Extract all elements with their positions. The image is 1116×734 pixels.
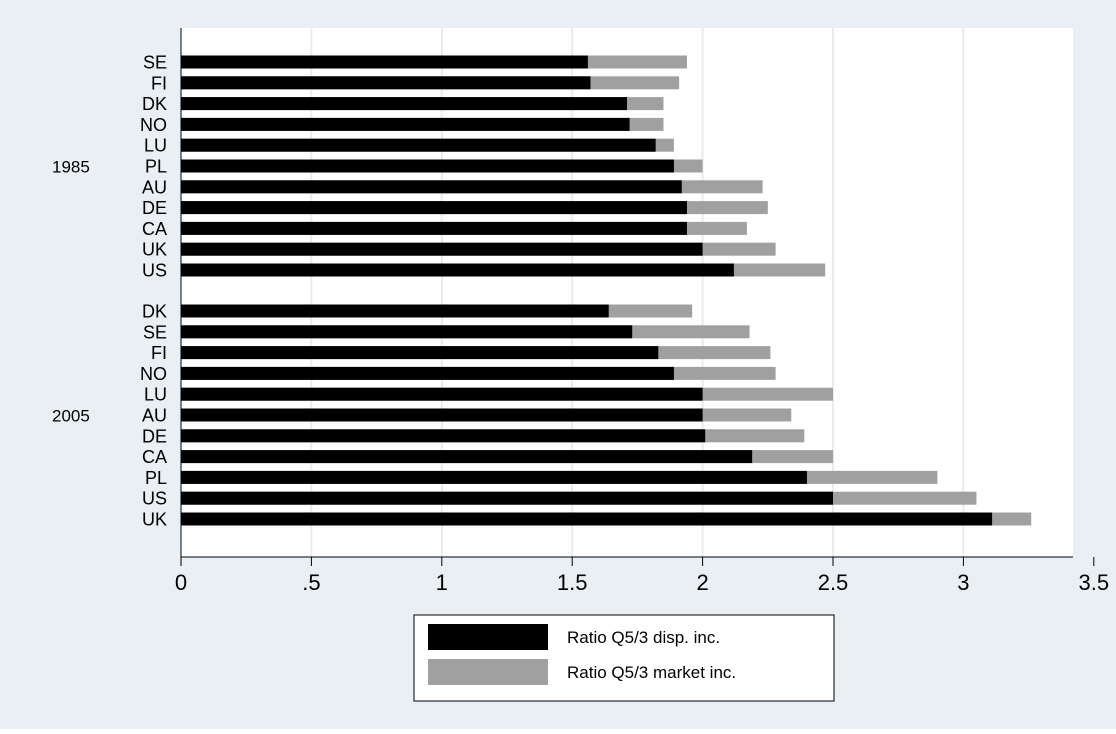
category-label: FI xyxy=(151,343,167,363)
bar-disp-2005-AU xyxy=(181,408,703,422)
legend-swatch-disp xyxy=(428,624,548,650)
category-label: SE xyxy=(143,322,167,342)
bar-disp-1985-DE xyxy=(181,201,687,215)
legend-swatch-market xyxy=(428,659,548,685)
group-label: 2005 xyxy=(52,407,90,426)
bar-disp-2005-LU xyxy=(181,387,703,401)
category-label: NO xyxy=(140,115,167,135)
category-label: AU xyxy=(142,406,167,426)
category-label: FI xyxy=(151,73,167,93)
bar-disp-1985-FI xyxy=(181,76,591,90)
group-label: 1985 xyxy=(52,158,90,177)
bar-disp-2005-DE xyxy=(181,429,706,443)
bar-disp-2005-UK xyxy=(181,512,993,526)
bar-disp-1985-NO xyxy=(181,117,630,131)
bar-disp-2005-DK xyxy=(181,304,609,318)
category-label: LU xyxy=(144,136,167,156)
category-label: LU xyxy=(144,385,167,405)
x-tick-label: 3.5 xyxy=(1079,570,1110,595)
bar-disp-2005-CA xyxy=(181,450,753,464)
x-tick-label: 3 xyxy=(957,570,969,595)
category-label: UK xyxy=(142,510,167,530)
bar-disp-2005-NO xyxy=(181,366,674,380)
bar-disp-2005-PL xyxy=(181,470,807,484)
bar-disp-2005-FI xyxy=(181,346,659,360)
bar-disp-1985-PL xyxy=(181,159,674,173)
category-label: NO xyxy=(140,364,167,384)
bar-disp-1985-UK xyxy=(181,242,703,256)
bar-disp-1985-AU xyxy=(181,180,682,194)
bar-disp-2005-SE xyxy=(181,325,633,339)
category-label: DE xyxy=(142,198,167,218)
bar-disp-1985-DK xyxy=(181,97,627,111)
plot-background xyxy=(181,28,1073,557)
legend-label: Ratio Q5/3 market inc. xyxy=(567,663,736,682)
x-tick-label: .5 xyxy=(302,570,320,595)
x-tick-label: 1 xyxy=(436,570,448,595)
category-label: CA xyxy=(142,219,167,239)
x-tick-label: 1.5 xyxy=(557,570,588,595)
bar-disp-1985-LU xyxy=(181,138,656,152)
category-label: US xyxy=(142,489,167,509)
x-tick-label: 0 xyxy=(175,570,187,595)
category-label: CA xyxy=(142,447,167,467)
category-label: UK xyxy=(142,240,167,260)
x-tick-label: 2.5 xyxy=(818,570,849,595)
bar-disp-1985-US xyxy=(181,263,734,277)
bar-disp-1985-SE xyxy=(181,55,588,69)
x-tick-label: 2 xyxy=(696,570,708,595)
bar-disp-1985-CA xyxy=(181,221,687,235)
category-label: DK xyxy=(142,94,167,114)
bar-disp-2005-US xyxy=(181,491,833,505)
category-label: PL xyxy=(145,157,167,177)
category-label: US xyxy=(142,261,167,281)
legend-label: Ratio Q5/3 disp. inc. xyxy=(567,628,720,647)
category-label: PL xyxy=(145,468,167,488)
category-label: AU xyxy=(142,177,167,197)
category-label: SE xyxy=(143,53,167,73)
category-label: DK xyxy=(142,302,167,322)
category-label: DE xyxy=(142,426,167,446)
